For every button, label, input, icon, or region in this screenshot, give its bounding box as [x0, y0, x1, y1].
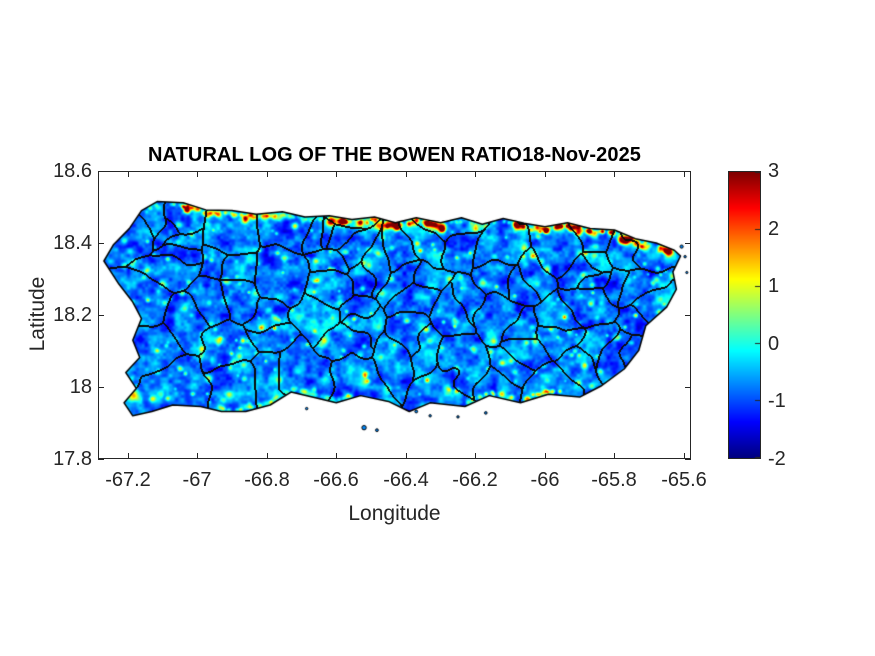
y-tick-label: 18.2 — [53, 304, 92, 326]
x-tick-mark — [475, 171, 476, 177]
x-tick-mark — [336, 171, 337, 177]
x-tick-label: -67 — [182, 469, 212, 491]
y-tick-mark — [98, 315, 104, 316]
colorbar-tick-label: 1 — [768, 275, 780, 298]
x-tick-label: -65.6 — [661, 469, 707, 491]
x-tick-mark — [128, 171, 129, 177]
x-tick-mark — [406, 171, 407, 177]
colorbar-tick-label: 3 — [768, 160, 780, 182]
x-tick-label: -66.4 — [383, 469, 429, 491]
x-tick-mark — [267, 453, 268, 459]
x-tick-mark — [406, 453, 407, 459]
y-tick-mark — [98, 171, 104, 172]
x-tick-mark — [197, 453, 198, 459]
x-tick-mark — [128, 453, 129, 459]
y-tick-mark — [685, 387, 691, 388]
x-tick-mark — [475, 453, 476, 459]
x-tick-mark — [545, 171, 546, 177]
x-tick-mark — [267, 171, 268, 177]
bowen-ratio-heatmap-canvas — [98, 171, 691, 459]
x-tick-mark — [684, 453, 685, 459]
colorbar-gradient-canvas — [729, 172, 760, 458]
x-tick-label: -66 — [530, 469, 560, 491]
y-tick-label: 18.4 — [53, 232, 92, 254]
x-tick-mark — [545, 453, 546, 459]
colorbar-tick-label: 0 — [768, 332, 780, 355]
x-tick-mark — [336, 453, 337, 459]
x-axis-label: Longitude — [348, 502, 441, 525]
x-tick-mark — [197, 171, 198, 177]
x-tick-mark — [614, 171, 615, 177]
y-tick-mark — [685, 243, 691, 244]
x-tick-label: -65.8 — [591, 469, 637, 491]
x-tick-label: -66.2 — [452, 469, 498, 491]
y-tick-label: 18.6 — [53, 160, 92, 182]
colorbar-tick-label: -1 — [768, 390, 786, 413]
y-tick-mark — [685, 315, 691, 316]
y-tick-mark — [98, 459, 104, 460]
chart-title: NATURAL LOG OF THE BOWEN RATIO18-Nov-202… — [147, 144, 642, 166]
map-plot-area — [98, 171, 691, 460]
x-tick-label: -66.8 — [244, 469, 290, 491]
y-tick-mark — [685, 171, 691, 172]
x-tick-mark — [614, 453, 615, 459]
colorbar-tick-label: -2 — [768, 448, 786, 470]
y-tick-label: 17.8 — [53, 448, 92, 470]
x-tick-mark — [684, 171, 685, 177]
y-tick-mark — [685, 459, 691, 460]
y-tick-mark — [98, 243, 104, 244]
x-tick-label: -66.6 — [313, 469, 359, 491]
y-tick-label: 18 — [69, 376, 92, 398]
x-tick-label: -67.2 — [105, 469, 151, 491]
colorbar — [728, 171, 761, 459]
colorbar-tick-label: 2 — [768, 217, 780, 240]
y-tick-mark — [98, 387, 104, 388]
